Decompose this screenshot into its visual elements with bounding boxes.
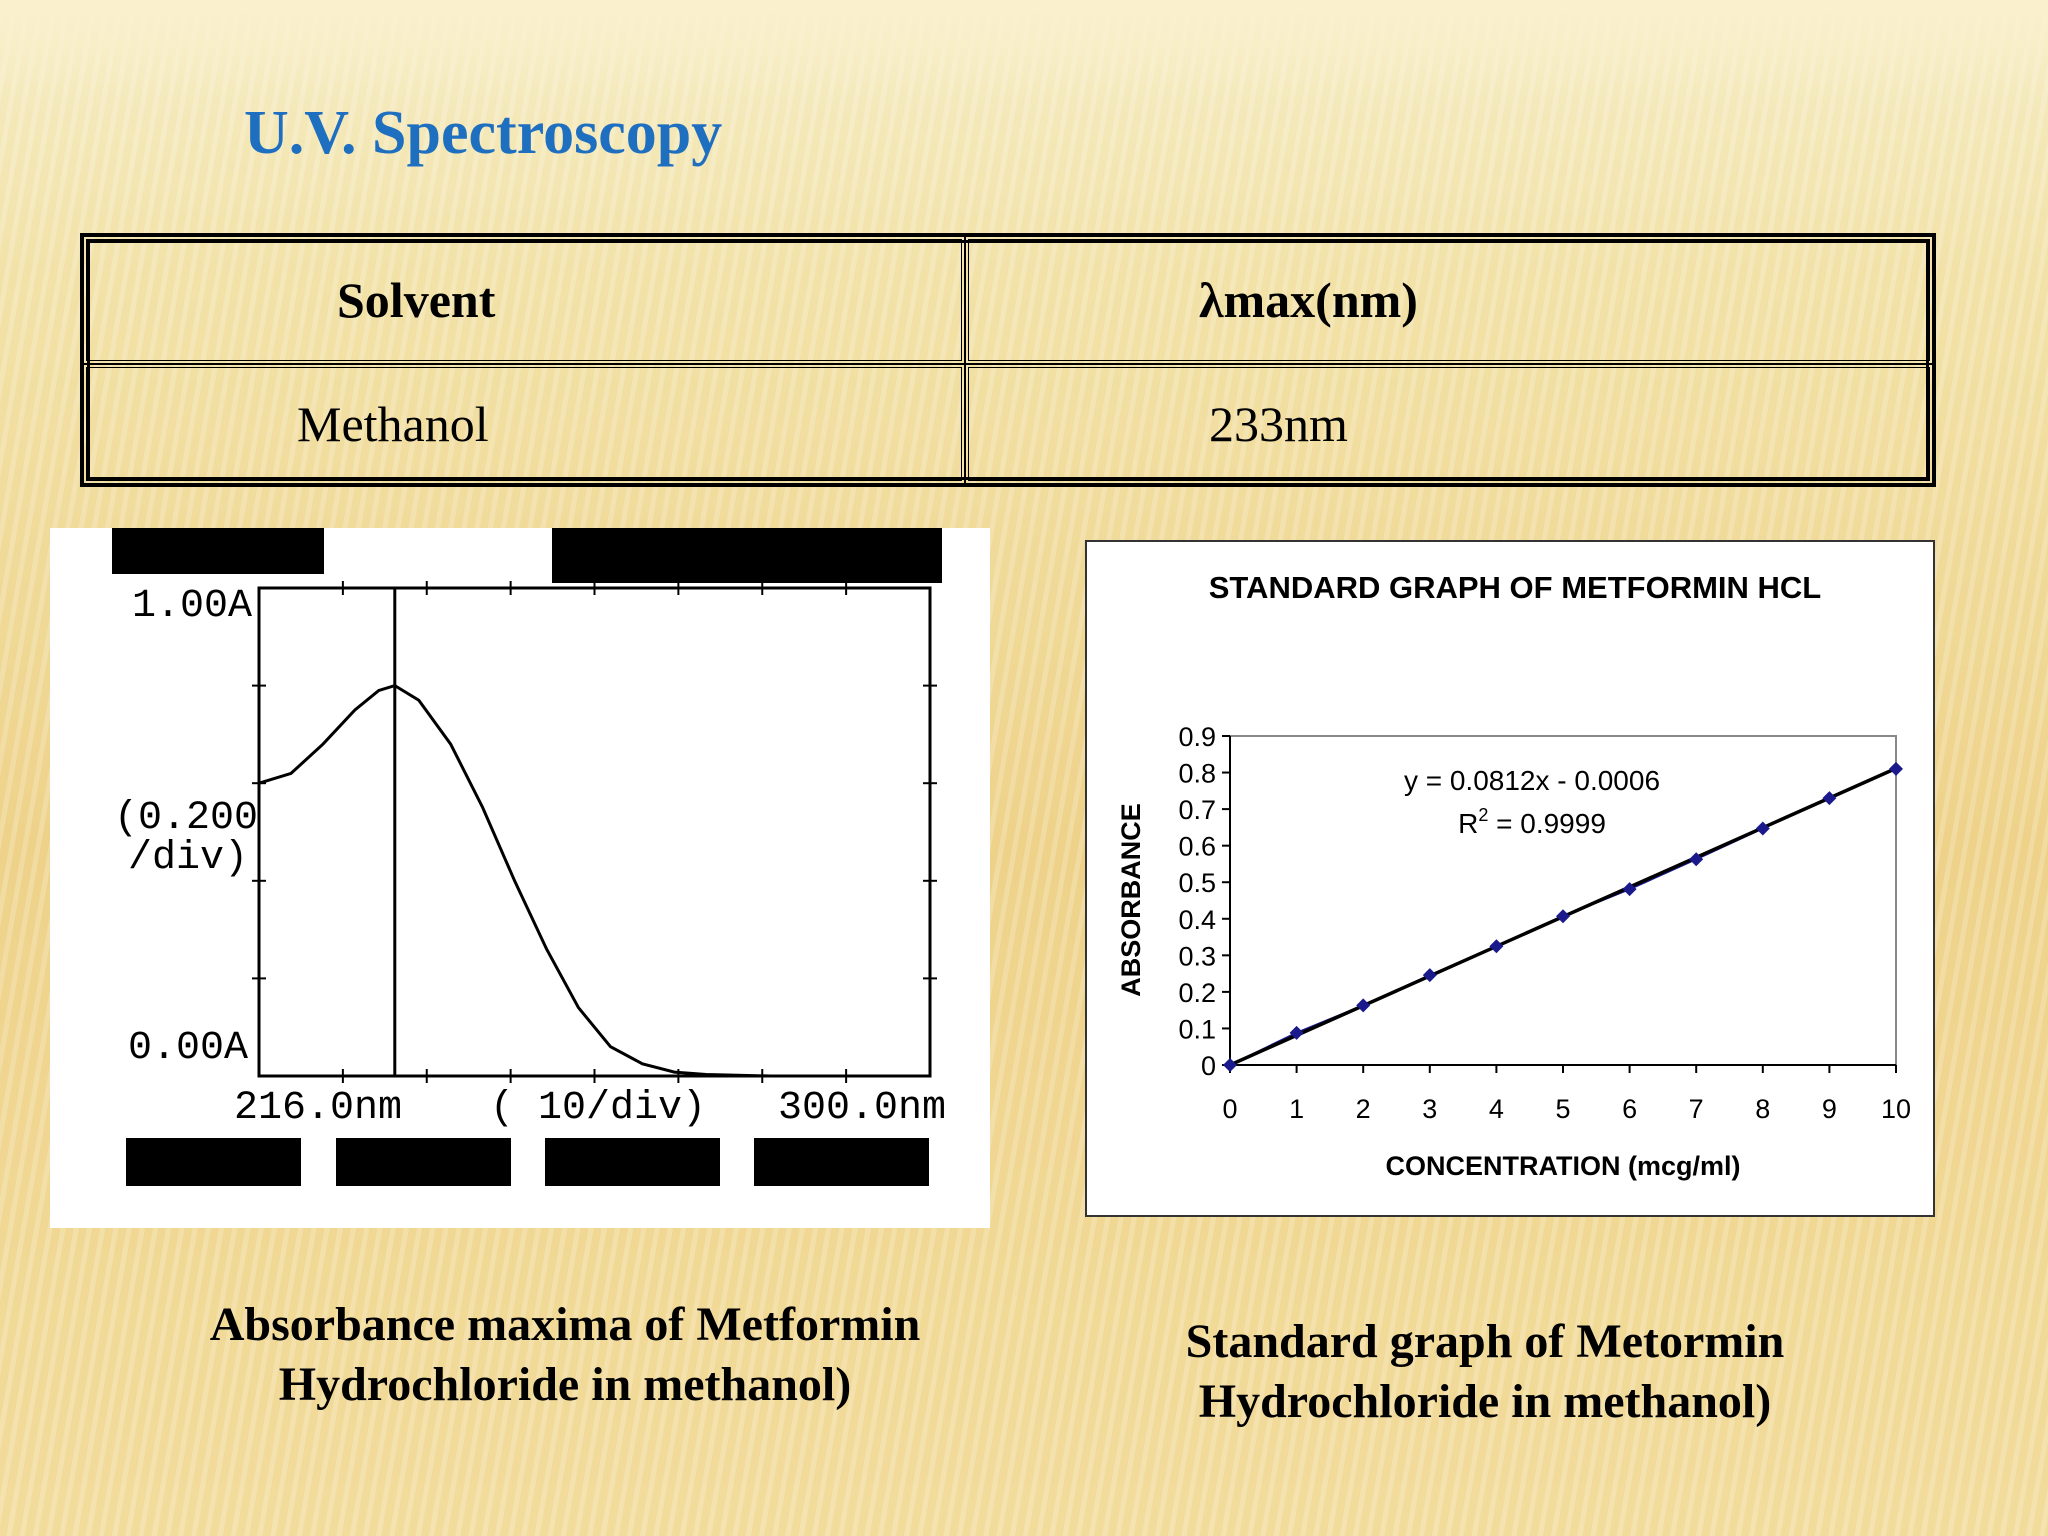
standard-graph-y-tick-label: 0.7 xyxy=(1178,795,1216,825)
redacted-bar-bottom-1 xyxy=(126,1138,301,1186)
standard-graph-y-tick-label: 0.4 xyxy=(1178,905,1216,935)
table-cell-solvent: Methanol xyxy=(83,364,965,484)
r-squared-prefix: R xyxy=(1458,808,1478,839)
standard-graph-point xyxy=(1755,821,1770,836)
table-row: Methanol 233nm xyxy=(83,364,1933,484)
standard-graph-x-axis-label: CONCENTRATION (mcg/ml) xyxy=(1386,1151,1741,1181)
redacted-bar-top-right xyxy=(552,528,942,583)
table-cell-lambda-max: 233nm xyxy=(964,364,1933,484)
standard-graph-x-tick-label: 0 xyxy=(1222,1094,1237,1124)
r-squared-rest: = 0.9999 xyxy=(1488,808,1606,839)
standard-graph-x-tick-label: 5 xyxy=(1555,1094,1570,1124)
standard-graph-y-tick-label: 0.8 xyxy=(1178,759,1216,789)
standard-graph-x-tick-label: 4 xyxy=(1489,1094,1504,1124)
standard-graph-point xyxy=(1822,791,1837,806)
spectrum-x-right-label: 300.0nm xyxy=(778,1086,946,1131)
spectrum-y-scale-label: (0.200 xyxy=(114,796,258,841)
standard-graph-y-tick-label: 0.9 xyxy=(1178,722,1216,752)
standard-graph-y-tick-label: 0 xyxy=(1201,1051,1216,1081)
redacted-bar-bottom-4 xyxy=(754,1138,929,1186)
standard-graph-caption: Standard graph of Metormin Hydrochloride… xyxy=(1120,1312,1850,1432)
standard-graph-point xyxy=(1622,882,1637,897)
standard-graph-caption-line-2: Hydrochloride in methanol) xyxy=(1198,1375,1772,1428)
spectrum-plot-frame xyxy=(257,586,932,1078)
standard-graph-points xyxy=(1223,761,1903,1072)
table-header-solvent: Solvent xyxy=(83,236,965,364)
slide-header-band xyxy=(0,0,2048,100)
standard-graph-point xyxy=(1289,1025,1304,1040)
standard-graph-y-tick-label: 0.5 xyxy=(1178,868,1216,898)
standard-graph-x-tick-label: 7 xyxy=(1689,1094,1704,1124)
redacted-bar-top-left xyxy=(112,528,324,574)
spectrum-y-top-label: 1.00A xyxy=(132,584,252,629)
spectrum-caption-line-1: Absorbance maxima of Metformin xyxy=(209,1298,921,1351)
standard-graph-x-tick-label: 10 xyxy=(1881,1094,1911,1124)
r-squared-value: R2 = 0.9999 xyxy=(1458,805,1606,839)
standard-graph-point xyxy=(1223,1058,1237,1072)
spectrum-x-left-label: 216.0nm xyxy=(234,1086,402,1131)
standard-graph-y-tick-label: 0.3 xyxy=(1178,941,1216,971)
standard-graph-x-tick-label: 9 xyxy=(1822,1094,1837,1124)
slide-title: U.V. Spectroscopy xyxy=(244,99,723,167)
standard-graph-svg: STANDARD GRAPH OF METFORMIN HCL 00.10.20… xyxy=(1116,570,1911,1181)
standard-graph-x-tick-label: 1 xyxy=(1289,1094,1304,1124)
spectrum-caption-line-2: Hydrochloride in methanol) xyxy=(278,1358,852,1411)
uv-spectrum-panel: 1.00A (0.200 /div) 0.00A 216.0nm ( 10/di… xyxy=(50,528,990,1228)
standard-graph-point xyxy=(1689,852,1704,867)
uv-spectrum-svg: 1.00A (0.200 /div) 0.00A 216.0nm ( 10/di… xyxy=(112,528,946,1186)
standard-graph-x-tick-labels: 0 1 2 3 4 5 6 7 8 9 10 xyxy=(1222,1094,1911,1124)
solvent-table-wrap: Solvent λmax(nm) Methanol 233nm xyxy=(80,233,1936,487)
r-squared-superscript: 2 xyxy=(1478,805,1488,825)
absorbance-spectrum-curve xyxy=(258,683,930,1078)
spectrum-y-bottom-label: 0.00A xyxy=(128,1026,248,1071)
standard-graph-point xyxy=(1556,909,1570,924)
standard-graph-x-tick-label: 6 xyxy=(1622,1094,1637,1124)
standard-graph-y-tick-labels: 0 0.1 0.2 0.3 0.4 0.5 0.6 0.7 0.8 0.9 xyxy=(1178,722,1216,1081)
redacted-bar-bottom-3 xyxy=(545,1138,720,1186)
standard-graph-y-axis-label: ABSORBANCE xyxy=(1116,803,1146,997)
standard-graph-x-tick-label: 2 xyxy=(1356,1094,1371,1124)
spectrum-y-scale-unit: /div) xyxy=(128,836,248,881)
standard-graph-axes xyxy=(1222,735,1897,1073)
standard-graph-y-tick-label: 0.1 xyxy=(1178,1014,1216,1044)
standard-graph-title: STANDARD GRAPH OF METFORMIN HCL xyxy=(1209,570,1822,605)
standard-graph-x-tick-label: 3 xyxy=(1422,1094,1437,1124)
standard-graph-plot-area xyxy=(1229,735,1897,1066)
spectrum-ticks xyxy=(252,581,937,1083)
standard-graph-y-tick-label: 0.2 xyxy=(1178,978,1216,1008)
spectrum-x-scale-label: ( 10/div) xyxy=(490,1086,706,1131)
standard-graph-point xyxy=(1889,761,1903,776)
standard-graph-y-tick-label: 0.6 xyxy=(1178,832,1216,862)
standard-graph-panel: STANDARD GRAPH OF METFORMIN HCL 0 0.1 0.2 0… xyxy=(1085,540,1935,1217)
standard-graph-point xyxy=(1356,998,1371,1013)
standard-graph-point xyxy=(1489,939,1504,954)
table-header-row: Solvent λmax(nm) xyxy=(83,236,1933,364)
standard-graph-caption-line-1: Standard graph of Metormin xyxy=(1185,1315,1785,1368)
solvent-table: Solvent λmax(nm) Methanol 233nm xyxy=(80,233,1936,487)
regression-equation: y = 0.0812x - 0.0006 xyxy=(1404,765,1660,796)
table-header-lambda-max: λmax(nm) xyxy=(964,236,1933,364)
standard-graph-point xyxy=(1422,968,1437,983)
spectrum-caption: Absorbance maxima of Metformin Hydrochlo… xyxy=(140,1295,990,1415)
standard-graph-x-tick-label: 8 xyxy=(1755,1094,1770,1124)
redacted-bar-bottom-2 xyxy=(336,1138,511,1186)
